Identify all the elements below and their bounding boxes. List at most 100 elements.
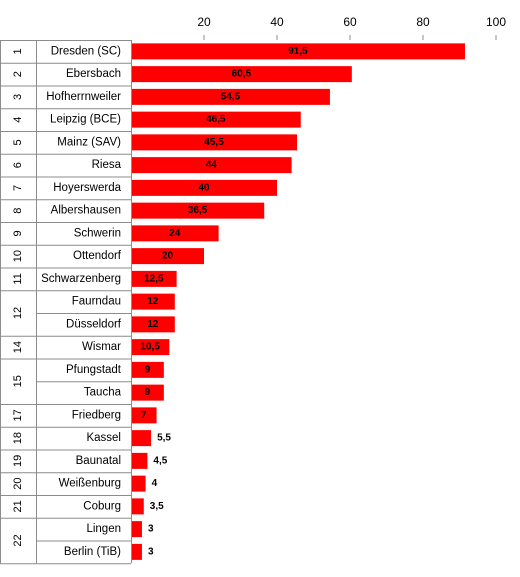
category-label: Riesa: [92, 159, 122, 171]
category-labels: Dresden (SC) Ebersbach Hofherrnweiler Leipz…: [41, 45, 122, 558]
category-label: Baunatal: [76, 455, 121, 467]
value-label: 9: [145, 387, 151, 398]
category-label: Mainz (SAV): [57, 136, 121, 148]
rank-label: 6: [12, 162, 24, 168]
value-label: 5,5: [157, 433, 171, 444]
value-label: 46,5: [206, 114, 226, 125]
rank-label: 7: [12, 185, 24, 191]
value-label: 45,5: [204, 137, 224, 148]
rank-label: 20: [12, 478, 24, 490]
rank-label: 3: [12, 94, 24, 100]
category-label: Schwarzenberg: [41, 273, 121, 285]
value-label: 7: [141, 410, 147, 421]
category-label: Leipzig (BCE): [50, 114, 121, 126]
category-label: Ottendorf: [73, 250, 122, 262]
value-label: 44: [206, 160, 218, 171]
rank-label: 5: [12, 139, 24, 145]
category-label: Weißenburg: [59, 478, 121, 490]
value-label: 36,5: [188, 205, 208, 216]
rank-label: 10: [12, 250, 24, 262]
value-label: 4: [152, 478, 158, 489]
bar: [132, 248, 204, 265]
category-label: Taucha: [84, 387, 122, 399]
rank-label: 22: [12, 534, 24, 546]
category-label: Kassel: [86, 432, 121, 444]
bar: [132, 361, 164, 378]
bar: [132, 430, 152, 447]
bar: [132, 134, 298, 151]
axis-layer: [0, 40, 132, 564]
value-label: 3: [148, 546, 154, 557]
rank-label: 19: [12, 455, 24, 467]
category-label: Faurndau: [72, 296, 121, 308]
bar: [132, 202, 265, 219]
rank-label: 14: [12, 341, 24, 353]
category-label: Hoyerswerda: [53, 182, 121, 194]
rank-label: 4: [12, 117, 24, 123]
bar: [132, 66, 352, 83]
category-label: Albershausen: [51, 205, 121, 217]
value-label: 24: [169, 228, 181, 239]
rank-label: 2: [12, 71, 24, 77]
bar: [132, 111, 301, 128]
category-label: Hofherrnweiler: [46, 91, 121, 103]
bar: [132, 475, 146, 492]
category-label: Friedberg: [72, 409, 121, 421]
bar: [132, 407, 157, 424]
category-label: Düsseldorf: [66, 318, 122, 330]
rank-label: 1: [12, 48, 24, 54]
x-tick-label: 20: [197, 15, 211, 29]
bar: [132, 452, 148, 469]
bar: [132, 339, 170, 356]
bar: [132, 157, 292, 174]
bar: [132, 270, 177, 287]
rank-label: 11: [12, 273, 24, 284]
value-label: 3: [148, 524, 154, 535]
value-labels: 91,560,554,546,545,5444036,5242012,51212…: [140, 46, 308, 558]
x-axis-ticks: 20 40 60 80 100: [197, 15, 506, 40]
bar: [132, 521, 142, 538]
value-label: 9: [145, 364, 151, 375]
bars: [132, 43, 465, 560]
value-label: 40: [198, 182, 210, 193]
value-label: 60,5: [232, 69, 252, 80]
bar: [132, 498, 144, 515]
bar: [132, 88, 330, 105]
rank-label: 15: [12, 375, 24, 387]
x-tick-label: 60: [343, 15, 357, 29]
rank-label: 9: [12, 230, 24, 236]
category-label: Dresden (SC): [51, 45, 121, 57]
bar: [132, 316, 175, 333]
category-label: Wismar: [82, 341, 121, 353]
bar: [132, 543, 142, 560]
rank-label: 18: [12, 432, 24, 444]
rank-label: 17: [12, 409, 24, 421]
category-label: Lingen: [86, 523, 121, 535]
rank-label: 21: [12, 500, 24, 512]
value-label: 20: [162, 251, 174, 262]
value-label: 12: [147, 296, 159, 307]
x-tick-label: 80: [416, 15, 430, 29]
category-label: Ebersbach: [66, 68, 121, 80]
value-label: 54,5: [221, 91, 241, 102]
value-label: 4,5: [153, 455, 167, 466]
bar: [132, 293, 175, 310]
bar: [132, 225, 219, 242]
value-label: 12: [147, 319, 159, 330]
value-label: 12,5: [144, 273, 164, 284]
x-tick-label: 40: [270, 15, 284, 29]
rank-label: 12: [12, 307, 24, 319]
bar: [132, 43, 465, 60]
bar: [132, 384, 164, 401]
category-label: Pfungstadt: [66, 364, 122, 376]
value-label: 10,5: [140, 342, 160, 353]
rank-label: 8: [12, 208, 24, 214]
x-tick-label: 100: [486, 15, 506, 29]
category-label: Berlin (TiB): [64, 546, 121, 558]
category-label: Coburg: [83, 500, 121, 512]
category-label: Schwerin: [74, 227, 121, 239]
value-label: 91,5: [288, 46, 308, 57]
value-label: 3,5: [150, 501, 164, 512]
